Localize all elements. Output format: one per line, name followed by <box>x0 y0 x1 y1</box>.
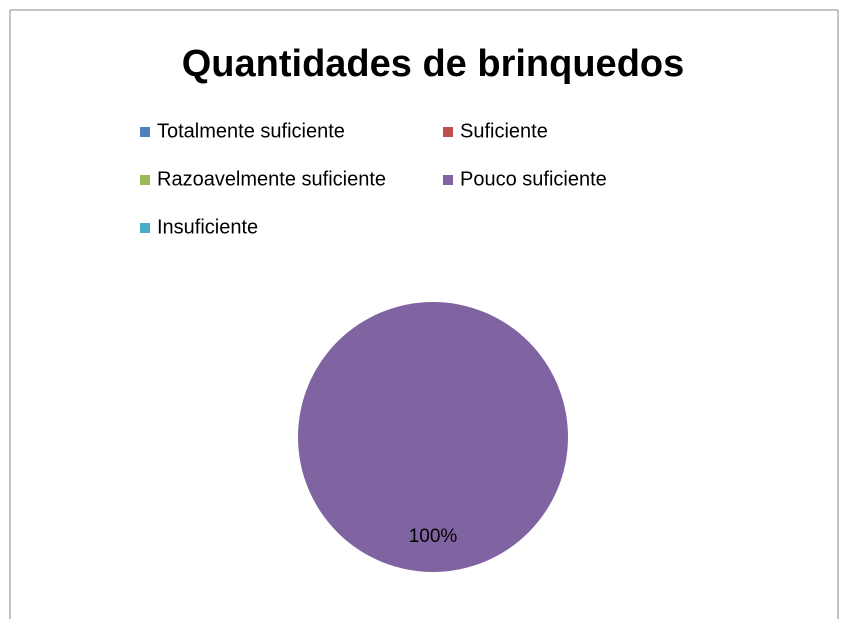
legend-label: Suficiente <box>460 120 548 142</box>
chart-title: Quantidades de brinquedos <box>182 43 685 85</box>
pie-slice <box>298 302 568 572</box>
legend-label: Insuficiente <box>157 216 258 238</box>
legend-label: Pouco suficiente <box>460 168 607 190</box>
legend-label: Totalmente suficiente <box>157 120 345 142</box>
legend-swatch <box>140 127 150 137</box>
data-label: 100% <box>409 526 458 547</box>
legend-swatch <box>443 127 453 137</box>
legend-label: Razoavelmente suficiente <box>157 168 386 190</box>
legend-swatch <box>443 175 453 185</box>
legend-swatch <box>140 223 150 233</box>
legend-swatch <box>140 175 150 185</box>
